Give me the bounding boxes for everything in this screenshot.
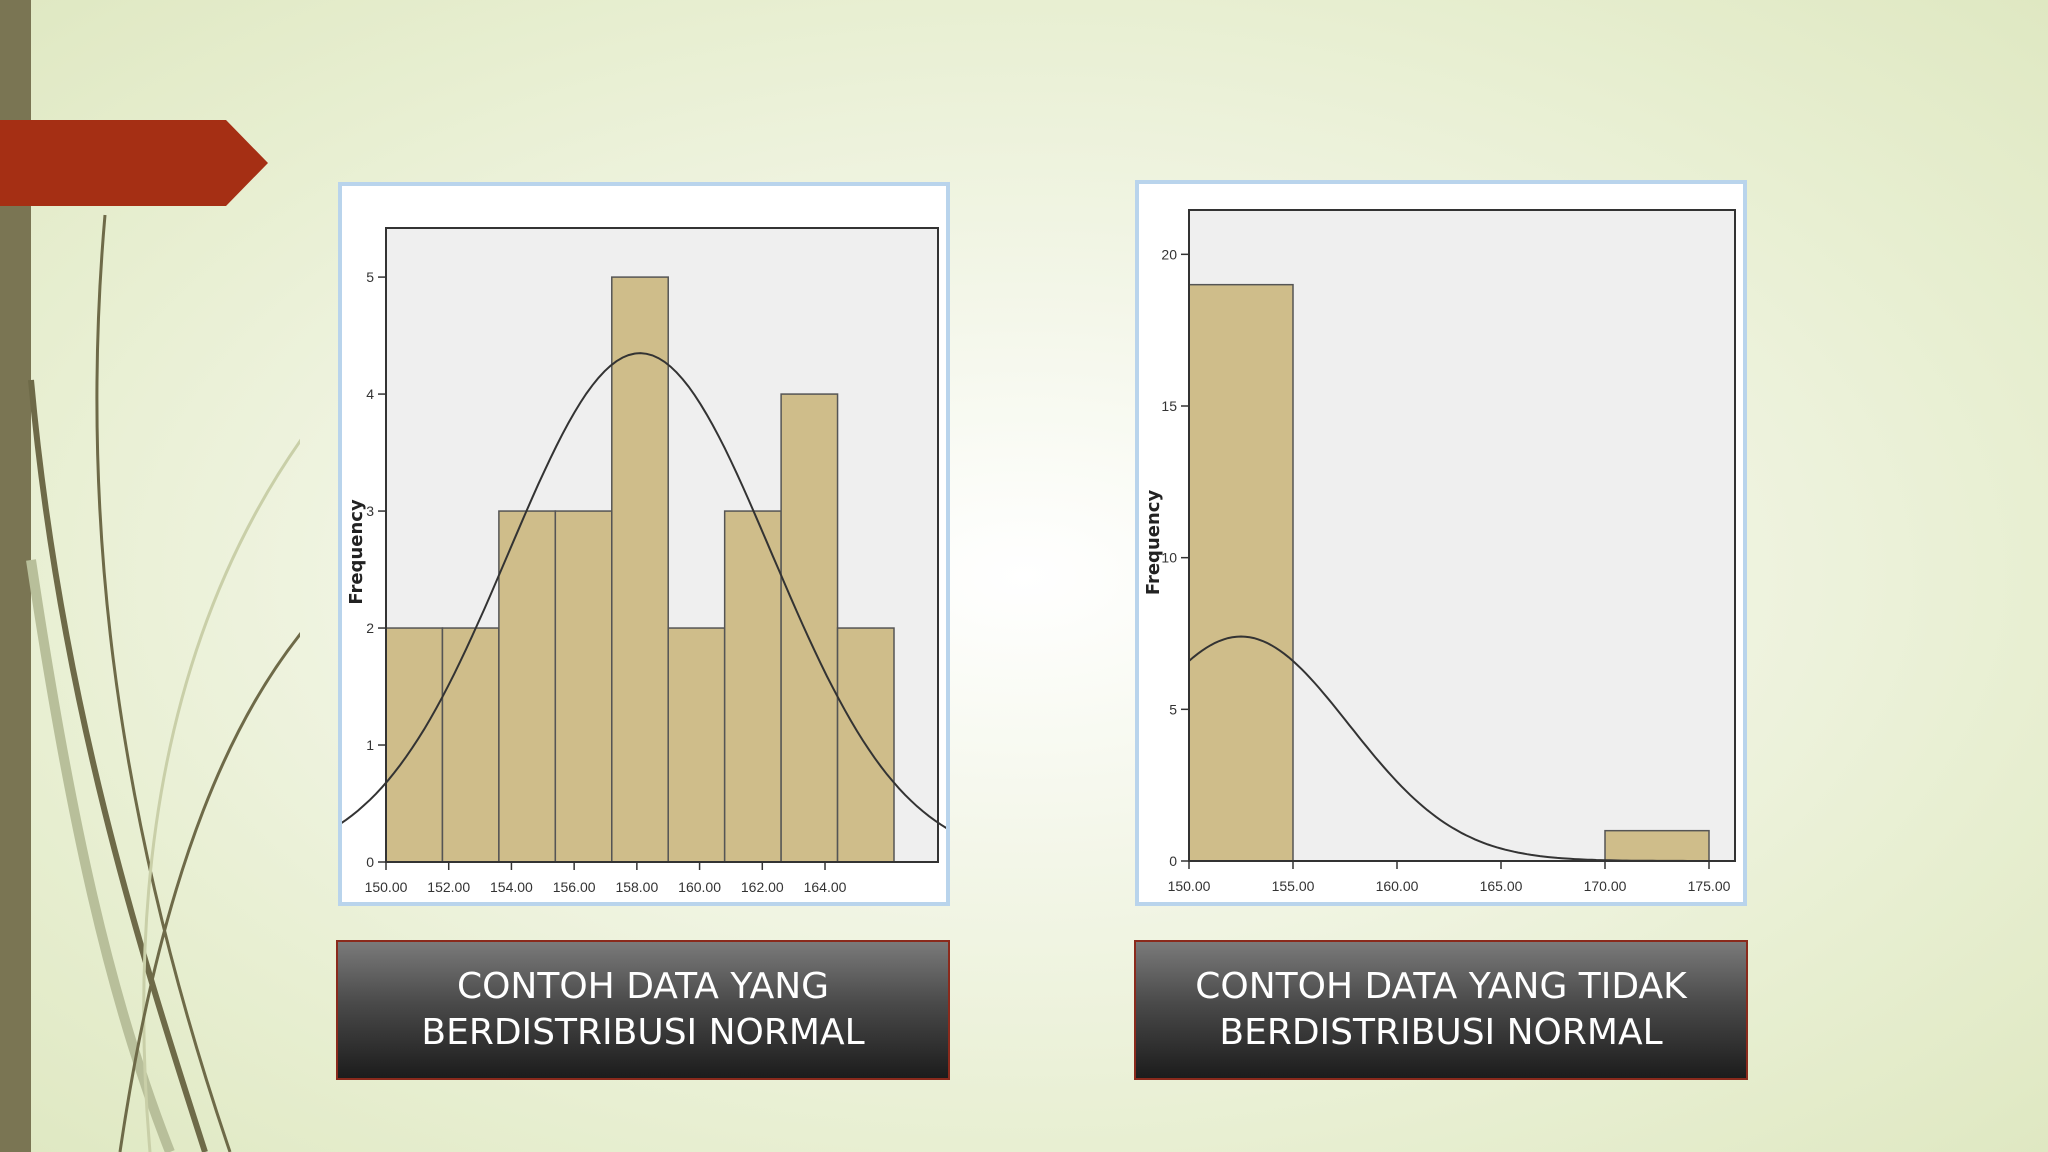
x-tick-label: 155.00 <box>1272 878 1315 894</box>
y-tick-label: 15 <box>1161 398 1177 414</box>
histogram-bar <box>780 393 839 863</box>
accent-arrow-tab <box>0 120 268 206</box>
histogram-normal: 0 1 2 3 4 5 150.00 152.00 154.00 156.00 158.00 160.… <box>342 227 946 895</box>
histogram-not-normal-frame: 0 5 10 15 20 150.00 155.00 160.00 165.00 170.00 17… <box>1135 180 1747 906</box>
x-tick-label: 160.00 <box>678 879 721 895</box>
x-tick-label: 150.00 <box>1168 878 1211 894</box>
y-tick-label: 3 <box>366 503 374 519</box>
caption-normal-line2: BERDISTRIBUSI NORMAL <box>421 1012 865 1053</box>
histogram-bar <box>611 276 669 863</box>
histogram-bar <box>1604 829 1710 862</box>
x-tick-label: 158.00 <box>615 879 658 895</box>
y-tick-label: 0 <box>1169 853 1177 869</box>
y-tick-label: 4 <box>366 386 374 402</box>
histogram-bar <box>1188 283 1294 862</box>
y-tick-label: 1 <box>366 737 374 753</box>
caption-not-normal: CONTOH DATA YANG TIDAK BERDISTRIBUSI NOR… <box>1134 940 1748 1080</box>
x-tick-label: 165.00 <box>1480 878 1523 894</box>
y-axis-title: Frequency <box>1143 490 1164 596</box>
x-tick-label: 152.00 <box>427 879 470 895</box>
normal-curve <box>342 352 946 829</box>
caption-not-normal-line1: CONTOH DATA YANG TIDAK <box>1195 966 1687 1007</box>
y-tick-label: 2 <box>366 620 374 636</box>
y-tick-label: 10 <box>1161 550 1177 566</box>
histogram-bar <box>498 510 557 863</box>
histogram-not-normal: 0 5 10 15 20 150.00 155.00 160.00 165.00 170.00 17… <box>1143 209 1736 894</box>
histogram-bar <box>667 627 726 863</box>
histogram-bar <box>723 510 782 863</box>
x-tick-label: 175.00 <box>1688 878 1731 894</box>
y-axis-title: Frequency <box>346 499 367 605</box>
x-tick-label: 154.00 <box>490 879 533 895</box>
histogram-normal-frame: 0 1 2 3 4 5 150.00 152.00 154.00 156.00 158.00 160.… <box>338 182 950 906</box>
y-tick-label: 20 <box>1161 246 1177 262</box>
caption-normal-line1: CONTOH DATA YANG <box>456 966 830 1007</box>
y-tick-label: 5 <box>1169 701 1177 717</box>
x-tick-label: 170.00 <box>1584 878 1627 894</box>
histogram-bar <box>441 627 500 863</box>
y-tick-label: 0 <box>366 854 374 870</box>
x-tick-label: 162.00 <box>741 879 784 895</box>
x-tick-label: 164.00 <box>804 879 847 895</box>
caption-not-normal-line2: BERDISTRIBUSI NORMAL <box>1219 1012 1663 1053</box>
x-tick-label: 150.00 <box>365 879 408 895</box>
caption-normal: CONTOH DATA YANG BERDISTRIBUSI NORMAL <box>336 940 950 1080</box>
y-tick-label: 5 <box>366 269 374 285</box>
histogram-bar <box>554 510 613 863</box>
x-tick-label: 160.00 <box>1376 878 1419 894</box>
x-tick-label: 156.00 <box>553 879 596 895</box>
